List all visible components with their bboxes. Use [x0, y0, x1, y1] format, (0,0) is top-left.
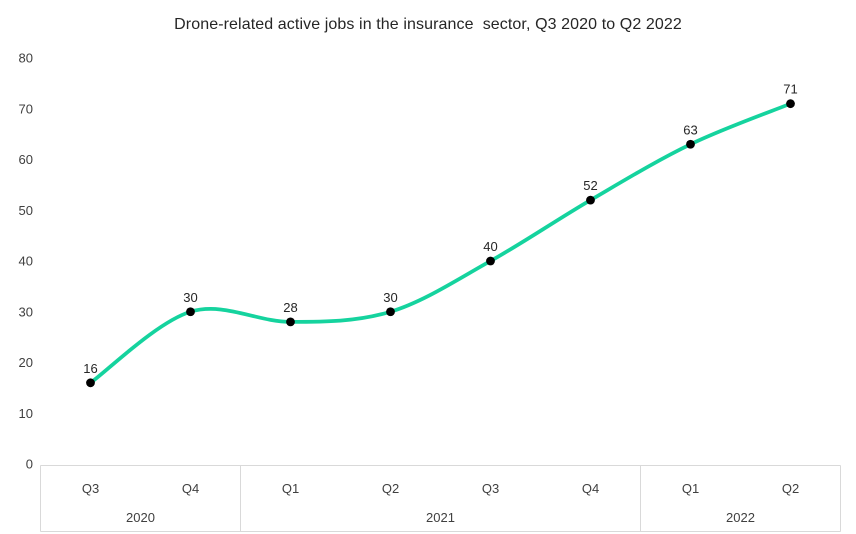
y-tick-label: 30 [19, 304, 33, 319]
data-point-marker [686, 139, 695, 149]
y-tick-label: 70 [19, 101, 33, 116]
x-year-label: 2021 [426, 510, 455, 525]
x-quarter-label: Q2 [382, 481, 399, 496]
data-point-label: 30 [183, 290, 197, 305]
y-tick-label: 80 [19, 51, 33, 66]
x-quarter-label: Q2 [782, 481, 799, 496]
data-point-label: 30 [383, 290, 397, 305]
y-tick-label: 50 [19, 203, 33, 218]
data-point-label: 16 [83, 361, 97, 376]
y-tick-label: 60 [19, 152, 33, 167]
data-point-label: 63 [683, 122, 697, 137]
data-point-marker [486, 256, 495, 266]
data-point-label: 28 [283, 300, 297, 315]
data-point-label: 52 [583, 178, 597, 193]
x-quarter-label: Q4 [182, 481, 199, 496]
data-point-marker [586, 195, 595, 205]
data-point-label: 40 [483, 239, 497, 254]
data-point-marker [86, 378, 95, 388]
x-quarter-label: Q1 [282, 481, 299, 496]
data-point-label: 71 [783, 82, 797, 97]
x-quarter-label: Q3 [82, 481, 99, 496]
x-year-label: 2020 [126, 510, 155, 525]
trend-line [88, 101, 793, 385]
y-tick-label: 20 [19, 355, 33, 370]
x-quarter-label: Q1 [682, 481, 699, 496]
data-point-marker [186, 307, 195, 317]
x-year-label: 2022 [726, 510, 755, 525]
x-quarter-label: Q3 [482, 481, 499, 496]
y-tick-label: 10 [19, 406, 33, 421]
data-point-marker [286, 317, 295, 327]
data-point-marker [786, 99, 795, 109]
y-tick-label: 40 [19, 254, 33, 269]
y-tick-label: 0 [26, 457, 33, 472]
x-quarter-label: Q4 [582, 481, 599, 496]
data-point-marker [386, 307, 395, 317]
chart-title: Drone-related active jobs in the insuran… [174, 16, 682, 33]
